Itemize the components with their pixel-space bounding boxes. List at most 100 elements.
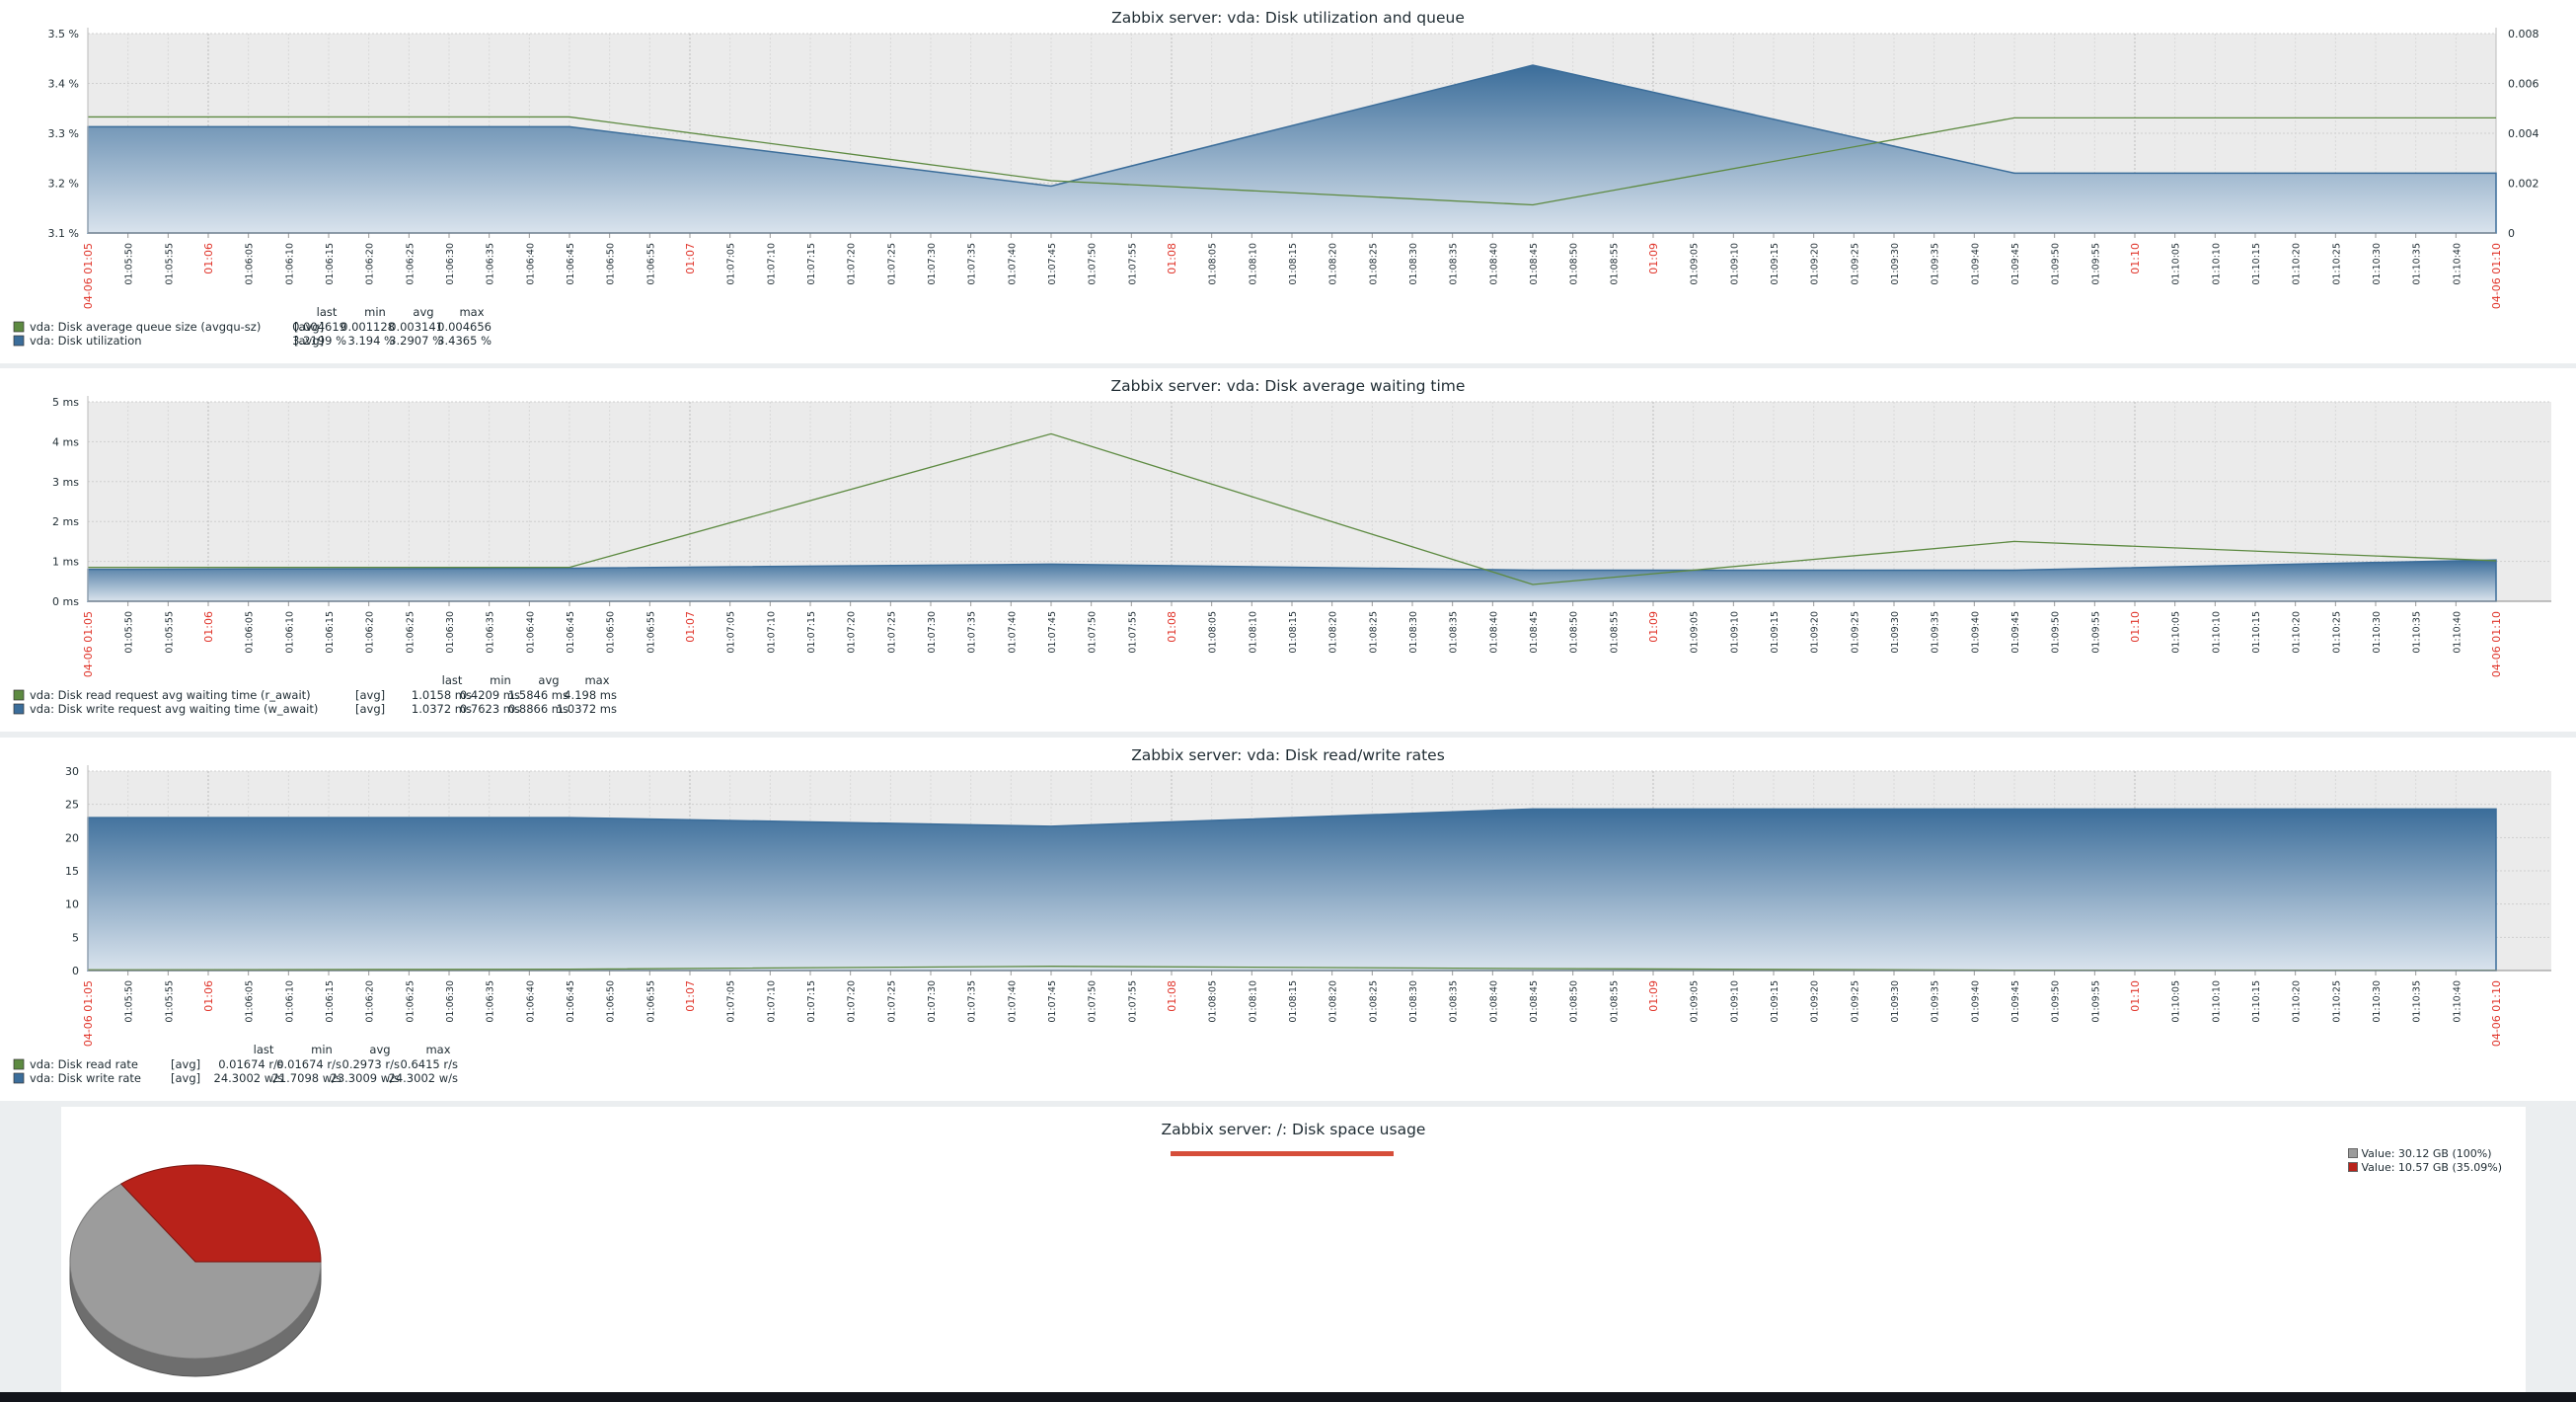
x-tick-label: 01:07:20 bbox=[847, 611, 858, 654]
x-tick-label: 01:09:55 bbox=[2090, 243, 2101, 285]
x-tick-label: 01:05:50 bbox=[124, 243, 135, 285]
x-tick-label: 01:07:30 bbox=[927, 243, 938, 285]
x-hour-label: 01:10 bbox=[2129, 611, 2142, 643]
x-tick-label: 01:09:40 bbox=[1970, 980, 1981, 1023]
x-tick-label: 01:09:35 bbox=[1931, 980, 1941, 1023]
x-tick-label: 01:06:20 bbox=[365, 243, 376, 285]
legend-name: vda: Disk average queue size (avgqu-sz) bbox=[30, 320, 261, 334]
y-tick-label: 3.2 % bbox=[48, 178, 79, 191]
x-tick-label: 01:06:20 bbox=[365, 611, 376, 654]
y-right-tick-label: 0.002 bbox=[2508, 178, 2539, 191]
legend-max: 3.4365 % bbox=[437, 334, 492, 348]
legend-header: avg bbox=[413, 305, 433, 319]
legend-last: 0.01674 r/s bbox=[218, 1057, 283, 1071]
x-end-label: 04-06 01:10 bbox=[2490, 243, 2503, 309]
x-tick-label: 01:09:30 bbox=[1890, 243, 1901, 285]
x-tick-label: 01:07:40 bbox=[1007, 980, 1018, 1023]
y-tick-label: 5 ms bbox=[52, 396, 79, 409]
legend-avg: 0.003141 bbox=[389, 320, 443, 334]
pie-slice-used bbox=[119, 1164, 322, 1263]
pie-slice-total bbox=[69, 1183, 322, 1360]
x-tick-label: 01:10:25 bbox=[2331, 611, 2342, 654]
legend-swatch bbox=[13, 321, 25, 333]
legend-func: [avg] bbox=[171, 1071, 200, 1085]
x-start-label: 04-06 01:05 bbox=[82, 243, 95, 309]
graph-util-svg: Zabbix server: vda: Disk utilization and… bbox=[13, 9, 2539, 348]
x-tick-label: 01:06:50 bbox=[606, 980, 617, 1023]
legend-last: 24.3002 w/s bbox=[214, 1071, 283, 1085]
x-tick-label: 01:07:20 bbox=[847, 980, 858, 1023]
x-tick-label: 01:09:10 bbox=[1729, 243, 1740, 285]
pie-legend-swatch bbox=[2347, 1162, 2358, 1172]
x-tick-label: 01:10:40 bbox=[2452, 243, 2462, 285]
x-tick-label: 01:10:10 bbox=[2211, 243, 2222, 285]
legend-header: last bbox=[442, 673, 463, 687]
x-tick-label: 01:07:50 bbox=[1088, 243, 1099, 285]
x-tick-label: 01:08:10 bbox=[1248, 243, 1258, 285]
y-tick-label: 5 bbox=[72, 931, 79, 944]
y-tick-label: 0 bbox=[72, 965, 79, 977]
x-tick-label: 01:07:10 bbox=[766, 980, 777, 1023]
x-tick-label: 01:08:30 bbox=[1408, 980, 1419, 1023]
x-end-label: 04-06 01:10 bbox=[2490, 611, 2503, 677]
y-right-tick-label: 0.006 bbox=[2508, 78, 2539, 91]
x-tick-label: 01:06:25 bbox=[405, 611, 416, 654]
x-tick-label: 01:08:30 bbox=[1408, 243, 1419, 285]
x-tick-label: 01:08:10 bbox=[1248, 611, 1258, 654]
x-tick-label: 01:08:20 bbox=[1328, 980, 1339, 1023]
x-tick-label: 01:10:05 bbox=[2171, 243, 2182, 285]
x-tick-label: 01:07:05 bbox=[726, 243, 737, 285]
pie-legend-item: Value: 30.12 GB (100%) bbox=[2347, 1146, 2503, 1160]
legend-swatch bbox=[13, 703, 25, 715]
series-area bbox=[87, 64, 2497, 234]
x-tick-label: 01:07:25 bbox=[886, 611, 897, 654]
x-tick-label: 01:06:55 bbox=[645, 243, 656, 285]
x-tick-label: 01:06:15 bbox=[325, 611, 336, 654]
x-hour-label: 01:07 bbox=[684, 611, 697, 643]
x-hour-label: 01:09 bbox=[1647, 243, 1660, 274]
x-tick-label: 01:08:40 bbox=[1488, 611, 1499, 654]
x-tick-label: 01:08:45 bbox=[1529, 243, 1540, 285]
x-tick-label: 01:10:35 bbox=[2412, 243, 2423, 285]
x-tick-label: 01:06:25 bbox=[405, 980, 416, 1023]
y-right-tick-label: 0.008 bbox=[2508, 28, 2539, 40]
x-tick-label: 01:06:35 bbox=[486, 243, 496, 285]
legend-avg: 23.3009 w/s bbox=[331, 1071, 400, 1085]
legend-min: 0.4209 ms bbox=[460, 688, 520, 702]
x-tick-label: 01:08:45 bbox=[1529, 980, 1540, 1023]
x-tick-label: 01:07:25 bbox=[886, 243, 897, 285]
x-hour-label: 01:06 bbox=[202, 980, 215, 1012]
x-tick-label: 01:09:45 bbox=[2010, 611, 2021, 654]
x-tick-label: 01:09:15 bbox=[1770, 980, 1780, 1023]
x-tick-label: 01:07:35 bbox=[967, 243, 978, 285]
y-right-tick-label: 0.004 bbox=[2508, 127, 2539, 140]
pie-legend-swatch bbox=[2347, 1148, 2358, 1158]
x-hour-label: 01:08 bbox=[1166, 980, 1178, 1012]
legend-min: 0.001128 bbox=[341, 320, 395, 334]
legend-header: last bbox=[317, 305, 338, 319]
x-tick-label: 01:09:30 bbox=[1890, 980, 1901, 1023]
x-tick-label: 01:09:15 bbox=[1770, 243, 1780, 285]
x-tick-label: 01:07:45 bbox=[1047, 980, 1058, 1023]
x-tick-label: 01:08:45 bbox=[1529, 611, 1540, 654]
x-tick-label: 01:08:55 bbox=[1609, 243, 1620, 285]
x-tick-label: 01:06:40 bbox=[525, 980, 536, 1023]
y-tick-label: 3.3 % bbox=[48, 127, 79, 140]
x-tick-label: 01:07:55 bbox=[1127, 243, 1138, 285]
legend-avg: 1.5846 ms bbox=[508, 688, 568, 702]
x-tick-label: 01:10:05 bbox=[2171, 980, 2182, 1023]
x-tick-label: 01:10:15 bbox=[2251, 611, 2262, 654]
legend-func: [avg] bbox=[355, 702, 385, 716]
x-tick-label: 01:08:50 bbox=[1569, 980, 1580, 1023]
x-hour-label: 01:10 bbox=[2129, 980, 2142, 1012]
x-tick-label: 01:07:55 bbox=[1127, 980, 1138, 1023]
x-tick-label: 01:06:10 bbox=[284, 980, 295, 1023]
x-tick-label: 01:10:15 bbox=[2251, 243, 2262, 285]
legend-min: 0.01674 r/s bbox=[276, 1057, 341, 1071]
x-tick-label: 01:07:55 bbox=[1127, 611, 1138, 654]
x-tick-label: 01:06:45 bbox=[566, 611, 576, 654]
x-tick-label: 01:09:45 bbox=[2010, 980, 2021, 1023]
x-tick-label: 01:10:15 bbox=[2251, 980, 2262, 1023]
x-tick-label: 01:09:10 bbox=[1729, 611, 1740, 654]
legend-last: 1.0158 ms bbox=[412, 688, 472, 702]
